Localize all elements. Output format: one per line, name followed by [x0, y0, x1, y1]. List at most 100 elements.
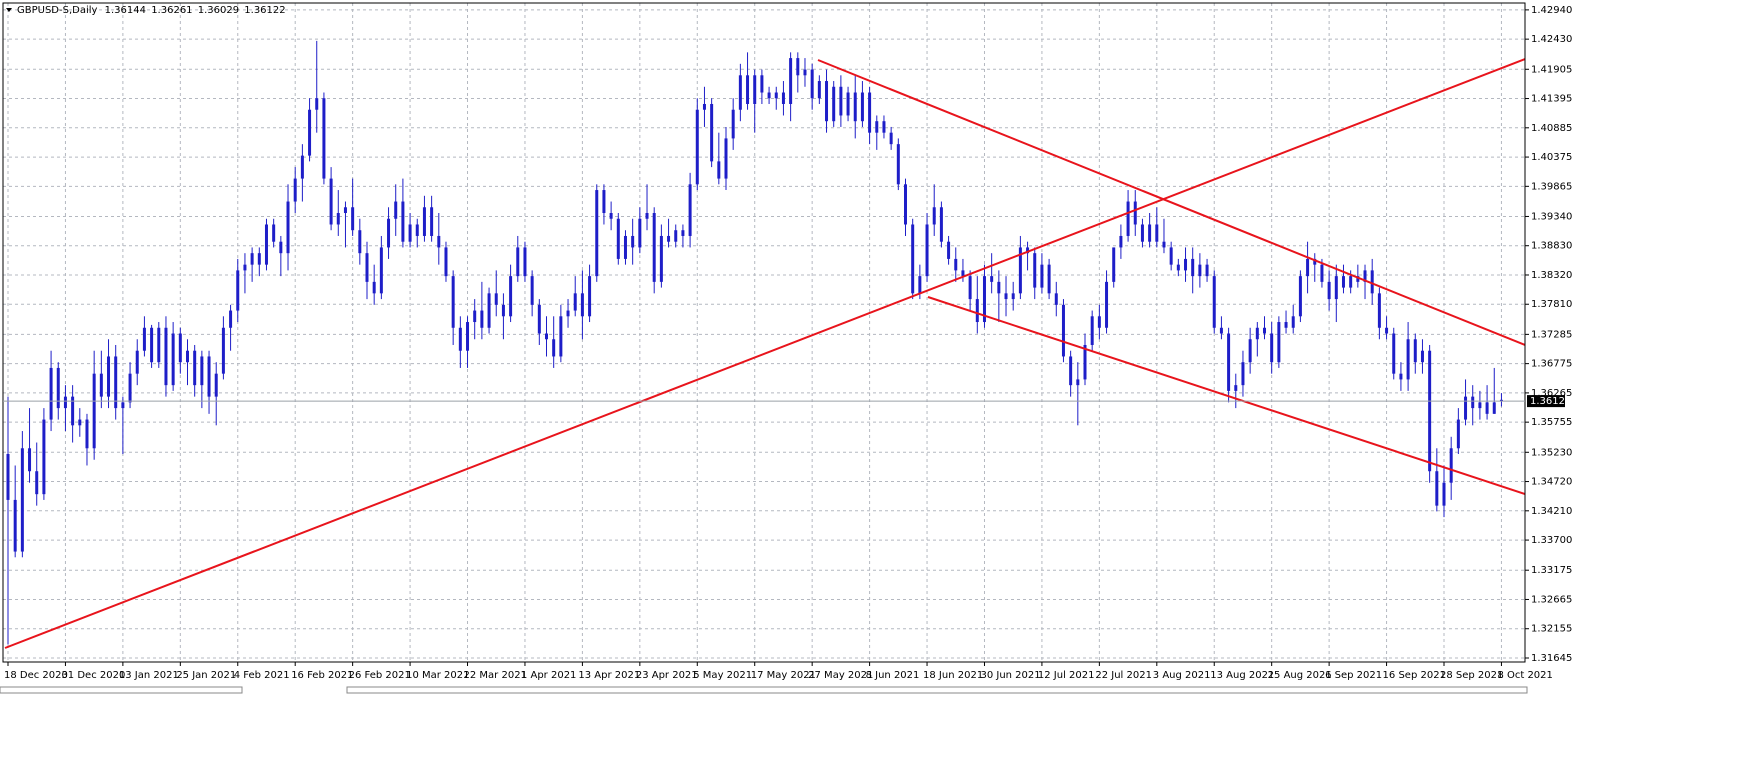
candle-body — [1406, 339, 1410, 380]
candle-body — [537, 304, 541, 334]
x-tick-label: 22 Mar 2021 — [464, 670, 527, 681]
candle-body — [372, 281, 376, 294]
candle-body — [1255, 327, 1259, 340]
candle-body — [1083, 344, 1087, 380]
candle-body — [20, 448, 24, 552]
candle-body — [329, 178, 333, 225]
y-tick-label: 1.33700 — [1531, 535, 1572, 546]
candle-body — [588, 276, 592, 317]
candle-body — [731, 109, 735, 139]
y-tick-label: 1.36265 — [1531, 388, 1572, 399]
price-label-box — [1527, 395, 1565, 408]
x-tick-label: 10 Mar 2021 — [406, 670, 469, 681]
candle-body — [1413, 339, 1417, 363]
candle-body — [214, 373, 218, 397]
candle-body — [293, 178, 297, 202]
candle-body — [1076, 379, 1080, 386]
candle-body — [221, 327, 225, 374]
header-low: 1.36029 — [198, 5, 239, 16]
y-tick-label: 1.34210 — [1531, 506, 1572, 517]
menu-arrow[interactable] — [6, 8, 12, 12]
candle-body — [860, 92, 864, 122]
candle-body — [523, 247, 527, 277]
header-open: 1.36144 — [105, 5, 146, 16]
x-tick-label: 30 Jun 2021 — [980, 670, 1040, 681]
candle-body — [494, 293, 498, 305]
candle-body — [1018, 247, 1022, 294]
candle-body — [422, 207, 426, 236]
x-tick-label: 3 Aug 2021 — [1153, 670, 1211, 681]
candle-body — [1011, 293, 1015, 300]
candle-body — [473, 310, 477, 323]
candle-body — [1198, 264, 1202, 277]
candle-body — [164, 327, 168, 386]
y-tick-label: 1.41395 — [1531, 94, 1572, 105]
candle-body — [264, 224, 268, 265]
candle-body — [6, 454, 10, 500]
candle-body — [889, 132, 893, 145]
candle-body — [868, 92, 872, 133]
candle-body — [178, 333, 182, 363]
candle-body — [78, 419, 82, 426]
candle-body — [961, 270, 965, 277]
candle-body — [911, 224, 915, 294]
candle-body — [56, 367, 60, 409]
candle-body — [480, 310, 484, 328]
candle-body — [1341, 276, 1345, 288]
candle-body — [1234, 385, 1238, 391]
candle-body — [1306, 258, 1310, 277]
candle-body — [128, 373, 132, 403]
candle-body — [229, 310, 233, 328]
candle-body — [1227, 333, 1231, 391]
candle-body — [1033, 253, 1037, 288]
candle-body — [832, 86, 836, 122]
candle-body — [257, 253, 261, 265]
candle-body — [631, 235, 635, 248]
candle-body — [846, 92, 850, 116]
candle-body — [308, 109, 312, 156]
candle-body — [1205, 264, 1209, 277]
candle-body — [810, 69, 814, 99]
candle-body — [430, 207, 434, 236]
y-tick-label: 1.37810 — [1531, 299, 1572, 310]
x-tick-label: 8 Jun 2021 — [866, 670, 920, 681]
candle-body — [1119, 235, 1123, 248]
x-tick-label: 16 Sep 2021 — [1383, 670, 1446, 681]
x-tick-label: 26 Feb 2021 — [349, 670, 411, 681]
candle-body — [947, 241, 951, 259]
candle-body — [710, 103, 714, 162]
y-tick-label: 1.31645 — [1531, 653, 1572, 664]
candle-body — [343, 207, 347, 214]
candle-body — [1370, 270, 1374, 294]
candle-body — [904, 184, 907, 225]
y-tick-label: 1.33175 — [1531, 565, 1572, 576]
y-tick-label: 1.40375 — [1531, 152, 1572, 163]
trendline — [4, 58, 1526, 649]
x-tick-label: 8 Oct 2021 — [1497, 670, 1552, 681]
candle-body — [825, 81, 829, 122]
candle-body — [1162, 241, 1166, 248]
candle-body — [501, 304, 505, 317]
candle-body — [92, 373, 96, 449]
candle-body — [200, 356, 204, 386]
candle-body — [1392, 333, 1396, 374]
x-tick-label: 17 May 2021 — [751, 670, 816, 681]
candle-body — [1377, 293, 1381, 328]
candle-body — [602, 190, 606, 214]
candle-body — [968, 276, 972, 300]
candle-body — [408, 224, 412, 242]
candle-body — [186, 350, 189, 363]
x-tick-label: 25 Aug 2021 — [1268, 670, 1332, 681]
candle-body — [1320, 264, 1324, 282]
candle-body — [1026, 247, 1030, 254]
y-tick-label: 1.38830 — [1531, 241, 1572, 252]
y-tick-label: 1.35230 — [1531, 447, 1572, 458]
candle-body — [1069, 356, 1073, 386]
candle-body — [932, 207, 936, 225]
y-tick-label: 1.39865 — [1531, 181, 1572, 192]
chart-header: GBPUSD-S,Daily 1.36144 1.36261 1.36029 1… — [17, 5, 286, 16]
y-tick-label: 1.41905 — [1531, 64, 1572, 75]
candle-body — [817, 81, 821, 99]
candle-body — [336, 213, 340, 225]
candle-body — [1349, 276, 1353, 288]
